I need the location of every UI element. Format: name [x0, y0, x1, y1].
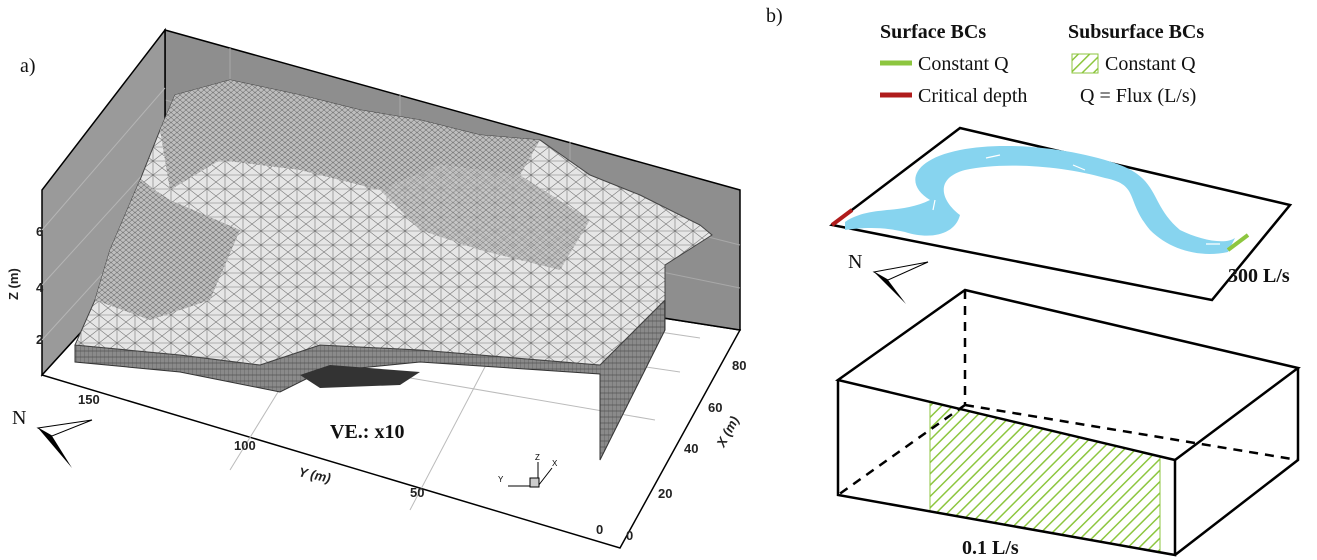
- y-tick-label: 100: [234, 438, 256, 453]
- z-tick-label: 2: [36, 332, 43, 347]
- vertical-exaggeration: VE.: x10: [330, 421, 404, 443]
- x-axis-title: X (m): [713, 414, 742, 451]
- y-tick-label: 150: [78, 392, 100, 407]
- legend-title: Surface BCs: [880, 21, 986, 43]
- z-axis-title: Z (m): [6, 268, 21, 300]
- y-axis-title: Y (m): [297, 464, 332, 485]
- triad-label: X: [552, 459, 558, 468]
- surface-flux: 300 L/s: [1228, 265, 1290, 287]
- y-tick-label: 50: [410, 485, 424, 500]
- legend-item: Q = Flux (L/s): [1080, 85, 1196, 107]
- x-tick-label: 0: [626, 528, 633, 543]
- triad-label: Y: [498, 475, 504, 484]
- north-label: N: [848, 251, 862, 273]
- subsurface-box: [838, 290, 1298, 555]
- legend-item: Constant Q: [918, 53, 1009, 75]
- panel-a: a) 6 4 2 Z (m) 150 100 50 0 Y (m) 0 20 4…: [6, 30, 746, 548]
- triad-label: Z: [535, 453, 540, 462]
- legend-item: Critical depth: [918, 85, 1027, 107]
- z-tick-label: 4: [36, 280, 44, 295]
- panel-b: b) Surface BCs Subsurface BCs Constant Q…: [766, 5, 1298, 559]
- north-label: N: [12, 407, 26, 429]
- x-tick-label: 60: [708, 400, 722, 415]
- subsurface-flux: 0.1 L/s: [962, 537, 1019, 559]
- x-tick-label: 20: [658, 486, 672, 501]
- panel-label: b): [766, 5, 783, 27]
- z-tick-label: 6: [36, 224, 43, 239]
- legend-swatch: [1072, 54, 1098, 73]
- panel-label: a): [20, 55, 36, 77]
- legend-title: Subsurface BCs: [1068, 21, 1204, 43]
- x-tick-label: 80: [732, 358, 746, 373]
- x-tick-label: 40: [684, 441, 698, 456]
- figure: a) 6 4 2 Z (m) 150 100 50 0 Y (m) 0 20 4…: [0, 0, 1317, 560]
- legend-item: Constant Q: [1105, 53, 1196, 75]
- y-tick-label: 0: [596, 522, 603, 537]
